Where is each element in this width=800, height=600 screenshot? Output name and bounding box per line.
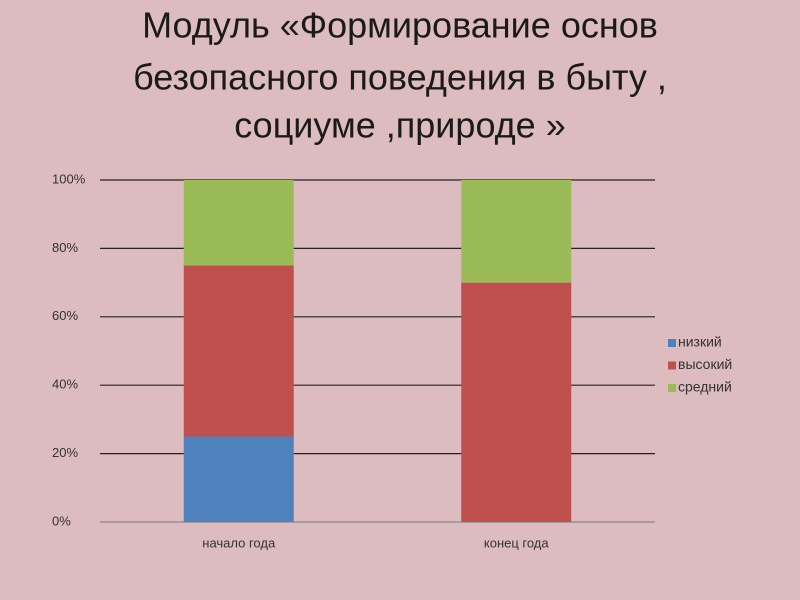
bar-segment xyxy=(461,282,572,522)
legend-swatch xyxy=(668,361,676,370)
bar-segment xyxy=(183,265,294,437)
chart-title: социуме ,природе » xyxy=(234,105,565,146)
bar-segment xyxy=(183,180,294,266)
legend-swatch xyxy=(668,384,676,392)
legend-label: низкий xyxy=(678,334,722,350)
y-tick-label: 20% xyxy=(52,445,78,460)
y-tick-label: 40% xyxy=(52,377,78,392)
legend-label: средний xyxy=(678,379,732,395)
legend-swatch xyxy=(668,339,676,347)
chart-title: Модуль «Формирование основ xyxy=(142,5,658,46)
y-tick-label: 60% xyxy=(52,308,78,323)
x-tick-label: начало года xyxy=(202,535,276,550)
x-tick-label: конец года xyxy=(484,535,550,550)
bar-segment xyxy=(183,436,294,522)
bar-segment xyxy=(461,180,572,283)
chart-title: безопасного поведения в быту , xyxy=(133,57,667,98)
y-tick-label: 100% xyxy=(52,171,86,186)
legend-label: высокий xyxy=(678,356,732,372)
y-tick-label: 0% xyxy=(52,513,71,528)
y-tick-label: 80% xyxy=(52,240,78,255)
